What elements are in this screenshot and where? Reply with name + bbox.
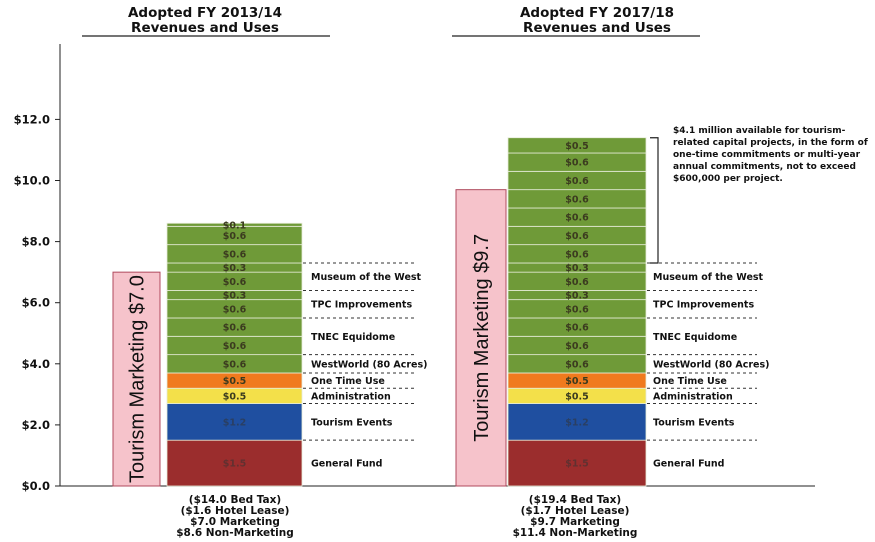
segment-value-label: $0.6	[223, 341, 247, 352]
y-tick-label: $4.0	[22, 357, 50, 371]
annotation-line: related capital projects, in the form of	[673, 138, 868, 148]
category-label: Administration	[311, 391, 391, 402]
category-label: General Fund	[653, 459, 724, 470]
annotation-line: $600,000 per project.	[673, 174, 783, 184]
category-label: TPC Improvements	[653, 300, 754, 311]
segment-value-label: $0.3	[223, 263, 246, 274]
segment-value-label: $0.6	[565, 213, 589, 224]
panel-title: Adopted FY 2017/18	[520, 5, 674, 21]
segment-value-label: $0.5	[565, 391, 588, 402]
marketing-label: Tourism Marketing $7.0	[127, 275, 149, 483]
category-label: WestWorld (80 Acres)	[653, 359, 769, 370]
category-label: Tourism Events	[311, 417, 393, 428]
segment-value-label: $0.6	[565, 158, 589, 169]
category-label: Museum of the West	[653, 272, 764, 283]
segment-value-label: $0.3	[565, 263, 588, 274]
segment-value-label: $0.6	[223, 304, 247, 315]
segment-value-label: $0.6	[223, 359, 247, 370]
category-label: One Time Use	[311, 376, 385, 387]
category-label: One Time Use	[653, 376, 727, 387]
annotation-line: one-time commitments or multi-year	[673, 150, 861, 160]
segment-value-label: $0.5	[565, 376, 588, 387]
annotation-line: $4.1 million available for tourism-	[673, 126, 846, 136]
bar-segment	[507, 137, 647, 154]
segment-value-label: $1.2	[565, 417, 588, 428]
y-tick-label: $2.0	[22, 418, 50, 432]
annotation-bracket	[650, 137, 659, 264]
annotation-line: annual commitments, not to exceed	[673, 162, 856, 172]
y-tick-label: $10.0	[14, 174, 50, 188]
segment-value-label: $0.6	[565, 194, 589, 205]
marketing-bar	[112, 271, 161, 487]
footer-line: ($1.7 Hotel Lease)	[521, 505, 630, 517]
marketing-label: Tourism Marketing $9.7	[471, 234, 493, 442]
footer-line: ($19.4 Bed Tax)	[529, 494, 621, 506]
category-label: Tourism Events	[653, 417, 735, 428]
segment-value-label: $0.6	[565, 341, 589, 352]
segment-value-label: $0.1	[223, 220, 246, 231]
segment-value-label: $0.5	[223, 376, 246, 387]
segment-value-label: $1.2	[223, 417, 246, 428]
segment-value-label: $0.6	[565, 359, 589, 370]
segment-value-label: $0.6	[565, 176, 589, 187]
bar-segment	[166, 403, 303, 441]
category-label: TNEC Equidome	[653, 332, 737, 343]
segment-value-label: $0.5	[565, 141, 588, 152]
category-label: WestWorld (80 Acres)	[311, 359, 427, 370]
bar-segment	[507, 439, 647, 487]
bar-segment	[166, 222, 303, 227]
segment-value-label: $1.5	[223, 459, 246, 470]
panel-subtitle: Revenues and Uses	[523, 20, 671, 36]
bar-segment	[507, 403, 647, 441]
segment-value-label: $0.6	[565, 231, 589, 242]
category-label: Museum of the West	[311, 272, 422, 283]
panel-subtitle: Revenues and Uses	[131, 20, 279, 36]
y-tick-label: $8.0	[22, 235, 50, 249]
segment-value-label: $0.6	[565, 304, 589, 315]
segment-value-label: $0.6	[565, 323, 589, 334]
footer-line: $11.4 Non-Marketing	[513, 527, 638, 539]
segment-value-label: $0.6	[223, 231, 247, 242]
footer-line: ($1.6 Hotel Lease)	[181, 505, 290, 517]
y-tick-label: $12.0	[14, 112, 50, 126]
segment-value-label: $1.5	[565, 459, 588, 470]
category-label: Administration	[653, 391, 733, 402]
y-tick-label: $6.0	[22, 296, 50, 310]
segment-value-label: $0.6	[223, 323, 247, 334]
category-label: TPC Improvements	[311, 300, 412, 311]
footer-line: $9.7 Marketing	[530, 516, 620, 528]
bar-segment	[166, 439, 303, 487]
segment-value-label: $0.6	[565, 277, 589, 288]
segment-value-label: $0.6	[223, 277, 247, 288]
segment-value-label: $0.6	[565, 249, 589, 260]
footer-line: ($14.0 Bed Tax)	[189, 494, 281, 506]
segment-value-label: $0.5	[223, 391, 246, 402]
segment-value-label: $0.3	[565, 291, 588, 302]
footer-line: $8.6 Non-Marketing	[176, 527, 294, 539]
category-label: TNEC Equidome	[311, 332, 395, 343]
category-label: General Fund	[311, 459, 382, 470]
segment-value-label: $0.6	[223, 249, 247, 260]
y-tick-label: $0.0	[22, 479, 50, 493]
footer-line: $7.0 Marketing	[190, 516, 280, 528]
panel-title: Adopted FY 2013/14	[128, 5, 282, 21]
segment-value-label: $0.3	[223, 291, 246, 302]
marketing-bar	[455, 189, 507, 487]
